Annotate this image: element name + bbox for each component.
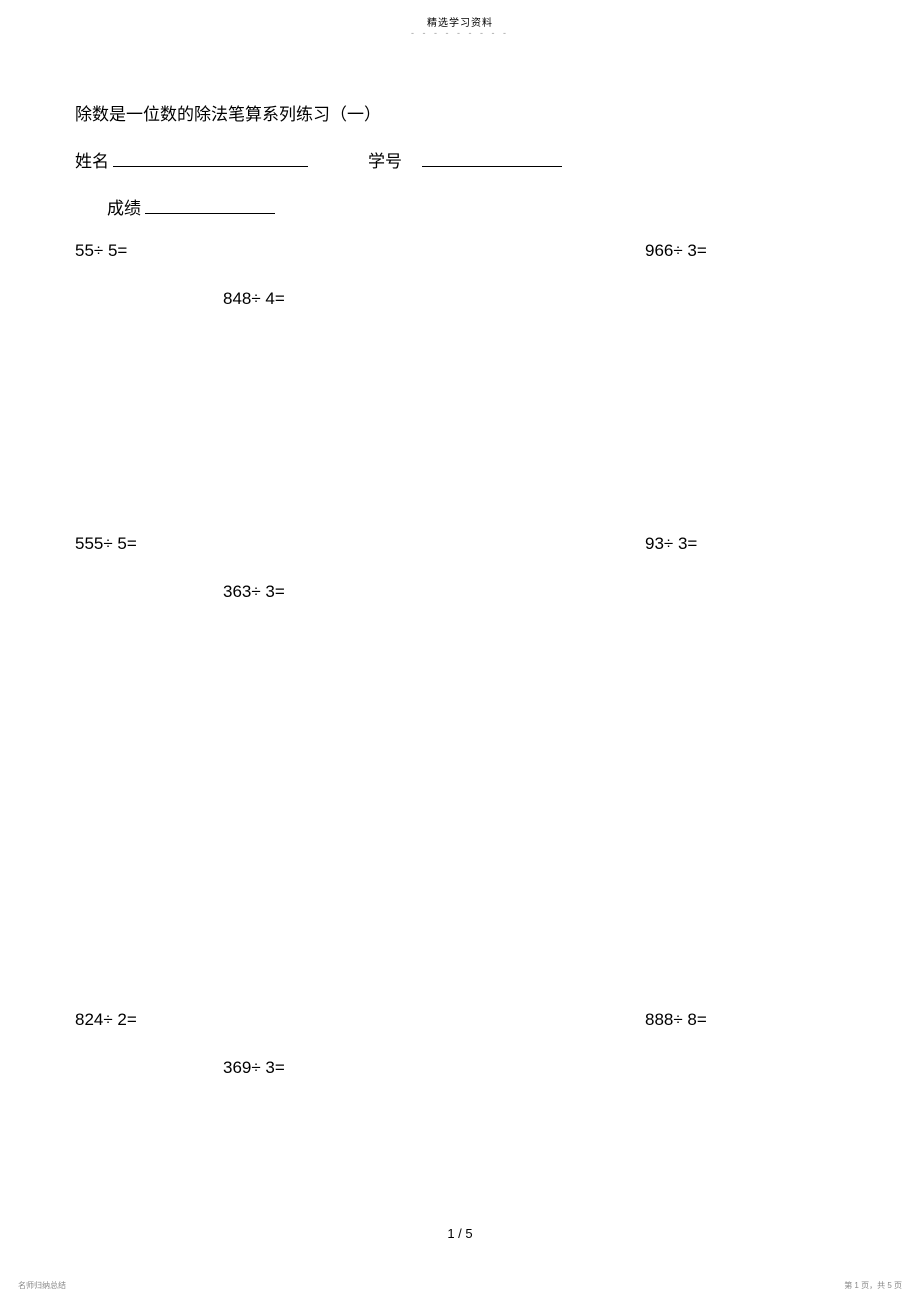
name-label: 姓名 (75, 147, 109, 172)
problem-3-left: 824÷ 2= (75, 1010, 275, 1030)
problem-3-center: 369÷ 3= (223, 1058, 845, 1078)
problem-row-2: 555÷ 5= 93÷ 3= (75, 534, 845, 554)
problem-3-right: 888÷ 8= (645, 1010, 845, 1030)
workspace-gap-1 (75, 309, 845, 534)
problem-1-left: 55÷ 5= (75, 241, 275, 261)
problem-2-left: 555÷ 5= (75, 534, 275, 554)
name-blank (113, 166, 308, 167)
worksheet-title: 除数是一位数的除法笔算系列练习（一） (75, 100, 845, 125)
problem-row-1: 55÷ 5= 966÷ 3= (75, 241, 845, 261)
info-row: 姓名 学号 (75, 147, 845, 172)
student-id-blank (422, 166, 562, 167)
page-container: 精选学习资料 - - - - - - - - - 除数是一位数的除法笔算系列练习… (0, 0, 920, 1303)
problem-2-right: 93÷ 3= (645, 534, 845, 554)
score-blank (145, 213, 275, 214)
header-text: 精选学习资料 (75, 0, 845, 29)
page-number: 1 / 5 (0, 1226, 920, 1241)
footer-left: 名师归纳总结 (18, 1280, 66, 1291)
problem-row-3: 824÷ 2= 888÷ 8= (75, 1010, 845, 1030)
score-label: 成绩 (107, 194, 141, 219)
problem-1-right: 966÷ 3= (645, 241, 845, 261)
score-row: 成绩 (107, 194, 845, 219)
header-dots: - - - - - - - - - (75, 28, 845, 38)
workspace-gap-2 (75, 602, 845, 1010)
problem-1-center: 848÷ 4= (223, 289, 845, 309)
footer-right: 第 1 页，共 5 页 (844, 1280, 902, 1291)
problem-2-center: 363÷ 3= (223, 582, 845, 602)
student-id-label: 学号 (368, 147, 402, 172)
